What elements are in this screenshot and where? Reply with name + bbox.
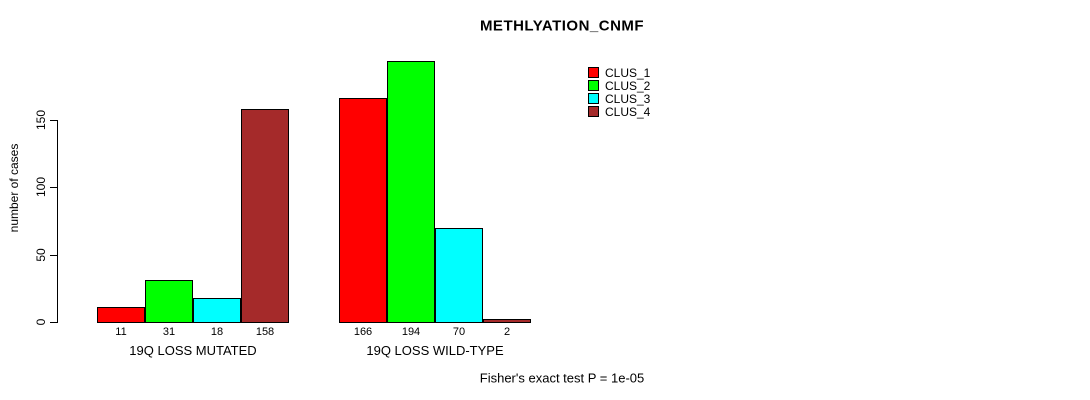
bar-value-label: 158 xyxy=(255,326,275,338)
bar-value-label: 18 xyxy=(210,326,224,338)
bar-value-label: 11 xyxy=(115,326,127,338)
bar-clus_1-group2 xyxy=(339,98,387,323)
bar-clus_3-group1 xyxy=(193,298,241,323)
legend-swatch-icon xyxy=(588,80,599,91)
legend: CLUS_1 CLUS_2 CLUS_3 CLUS_4 xyxy=(588,65,651,119)
group-label-2: 19Q LOSS WILD-TYPE xyxy=(366,343,504,358)
bar-value-label: 31 xyxy=(162,326,176,338)
y-tick-label: 150 xyxy=(34,109,48,131)
legend-label: CLUS_3 xyxy=(605,91,651,106)
y-tick-label: 0 xyxy=(34,318,48,326)
y-tick-label: 100 xyxy=(34,177,48,198)
y-tick-label: 50 xyxy=(34,247,48,262)
fisher-test-footnote: Fisher's exact test P = 1e-05 xyxy=(479,370,645,386)
bar-value-label: 166 xyxy=(353,326,373,338)
bar-clus_1-group1 xyxy=(97,307,145,323)
y-tick-mark xyxy=(50,254,57,256)
bar-clus_4-group1 xyxy=(241,109,289,323)
bar-clus_2-group1 xyxy=(145,280,193,323)
bar-value-label: 194 xyxy=(401,326,421,338)
bar-clus_2-group2 xyxy=(387,61,435,323)
legend-swatch-icon xyxy=(588,106,599,117)
legend-swatch-icon xyxy=(588,67,599,78)
legend-label: CLUS_2 xyxy=(605,78,651,93)
legend-item-clus_1: CLUS_1 xyxy=(588,65,651,80)
legend-item-clus_2: CLUS_2 xyxy=(588,78,651,93)
y-tick-mark xyxy=(50,187,57,189)
legend-item-clus_4: CLUS_4 xyxy=(588,104,651,119)
legend-label: CLUS_4 xyxy=(605,104,651,119)
bar-value-label: 70 xyxy=(452,326,466,338)
legend-label: CLUS_1 xyxy=(605,65,651,80)
bar-clus_4-group2 xyxy=(483,319,531,323)
bar-clus_3-group2 xyxy=(435,228,483,323)
y-axis xyxy=(57,120,58,323)
legend-swatch-icon xyxy=(588,93,599,104)
group-label-1: 19Q LOSS MUTATED xyxy=(129,343,257,358)
y-axis-label: number of cases xyxy=(7,143,21,233)
legend-item-clus_3: CLUS_3 xyxy=(588,91,651,106)
y-tick-mark xyxy=(50,322,57,323)
y-tick-mark xyxy=(50,120,57,121)
bar-value-label: 2 xyxy=(503,326,511,338)
chart-title: METHLYATION_CNMF xyxy=(479,17,645,35)
